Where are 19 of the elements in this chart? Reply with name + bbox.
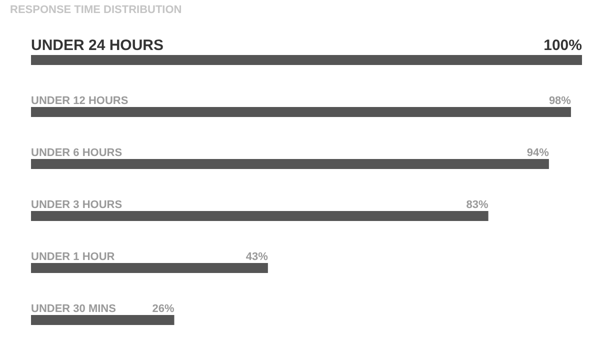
y-tick-label: UNDER 6 HOURS <box>31 147 122 159</box>
y-tick-label: UNDER 12 HOURS <box>31 95 128 107</box>
y-tick-label: UNDER 30 MINS <box>31 303 116 315</box>
bar <box>31 315 174 325</box>
y-tick-label: UNDER 1 HOUR <box>31 251 115 263</box>
y-tick-label: UNDER 3 HOURS <box>31 199 122 211</box>
data-label: 98% <box>548 95 572 107</box>
bar <box>31 107 571 117</box>
data-label: 100% <box>544 37 582 54</box>
data-label: 83% <box>466 199 489 211</box>
bar <box>31 263 268 273</box>
data-label: 26% <box>152 303 174 315</box>
data-label: 43% <box>246 251 268 263</box>
chart-title: RESPONSE TIME DISTRIBUTION <box>10 4 182 16</box>
bar <box>31 159 549 169</box>
bar <box>31 55 582 65</box>
data-label: 94% <box>526 147 550 159</box>
y-tick-label: UNDER 24 HOURS <box>31 37 164 54</box>
bar <box>31 211 488 221</box>
